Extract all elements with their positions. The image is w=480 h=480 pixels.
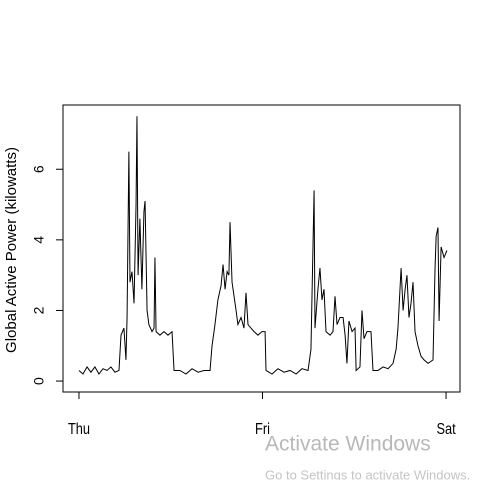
plot-box (62, 104, 461, 393)
x-tick-label: Fri (255, 421, 270, 439)
series-line (78, 116, 448, 375)
y-tick-label: 0 (31, 377, 47, 385)
watermark-title: Activate Windows (265, 433, 431, 456)
x-tick-label: Thu (68, 421, 90, 439)
watermark-subtitle: Go to Settings to activate Windows. (265, 467, 470, 480)
y-tick-label: 4 (31, 236, 47, 244)
x-tick-label: Sat (436, 421, 455, 439)
y-tick-label: 6 (31, 165, 47, 173)
y-tick-label: 2 (31, 306, 47, 314)
y-axis-label: Global Active Power (kilowatts) (3, 147, 20, 353)
